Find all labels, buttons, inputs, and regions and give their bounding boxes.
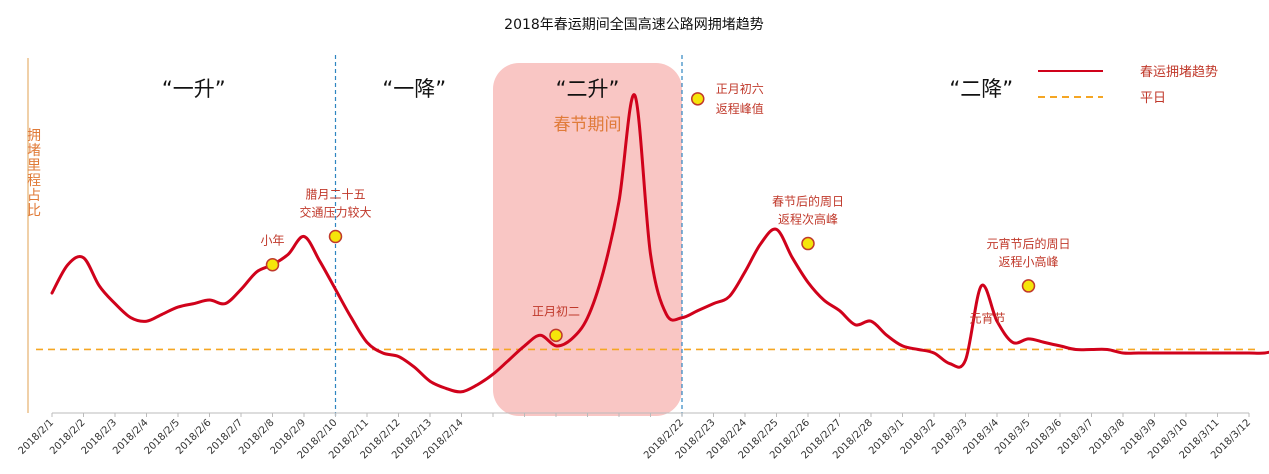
- point-annotation: 正月初六: [716, 82, 764, 96]
- spring-festival-shaded-region: [493, 63, 682, 416]
- phase-label: “一降”: [382, 77, 446, 101]
- point-annotation: 交通压力较大: [299, 205, 371, 220]
- point-annotation: 返程小高峰: [998, 254, 1058, 269]
- phase-label: “二升”: [556, 77, 620, 101]
- highlight-point: [265, 257, 280, 272]
- highlight-point: [801, 236, 815, 251]
- point-annotation: 返程次高峰: [778, 212, 838, 227]
- point-annotation: 春节后的周日: [772, 194, 844, 209]
- annotation-text: 元宵节: [969, 310, 1005, 325]
- legend-label-weekday: 平日: [1140, 91, 1166, 106]
- point-annotation: 小年: [260, 234, 284, 248]
- point-annotation: 腊月二十五: [305, 188, 365, 202]
- phase-sublabel: 春节期间: [554, 115, 622, 135]
- legend-label-congestion: 春运拥堵趋势: [1140, 64, 1218, 80]
- point-annotation: 正月初二: [532, 304, 580, 318]
- phase-label: “二降”: [949, 77, 1013, 101]
- y-axis-label: 拥堵里程占比: [27, 128, 41, 219]
- highlight-point: [549, 328, 563, 343]
- highlight-point: [1021, 279, 1036, 293]
- highlight-point: [328, 229, 343, 244]
- phase-label: “一升”: [162, 77, 226, 101]
- congestion-trend-line: [50, 93, 1269, 394]
- chart-title: 2018年春运期间全国高速公路网拥堵趋势: [504, 16, 764, 33]
- highlight-point: [691, 92, 705, 106]
- point-annotation: 元宵节后的周日: [986, 236, 1070, 251]
- point-annotation: 返程峰值: [716, 101, 764, 116]
